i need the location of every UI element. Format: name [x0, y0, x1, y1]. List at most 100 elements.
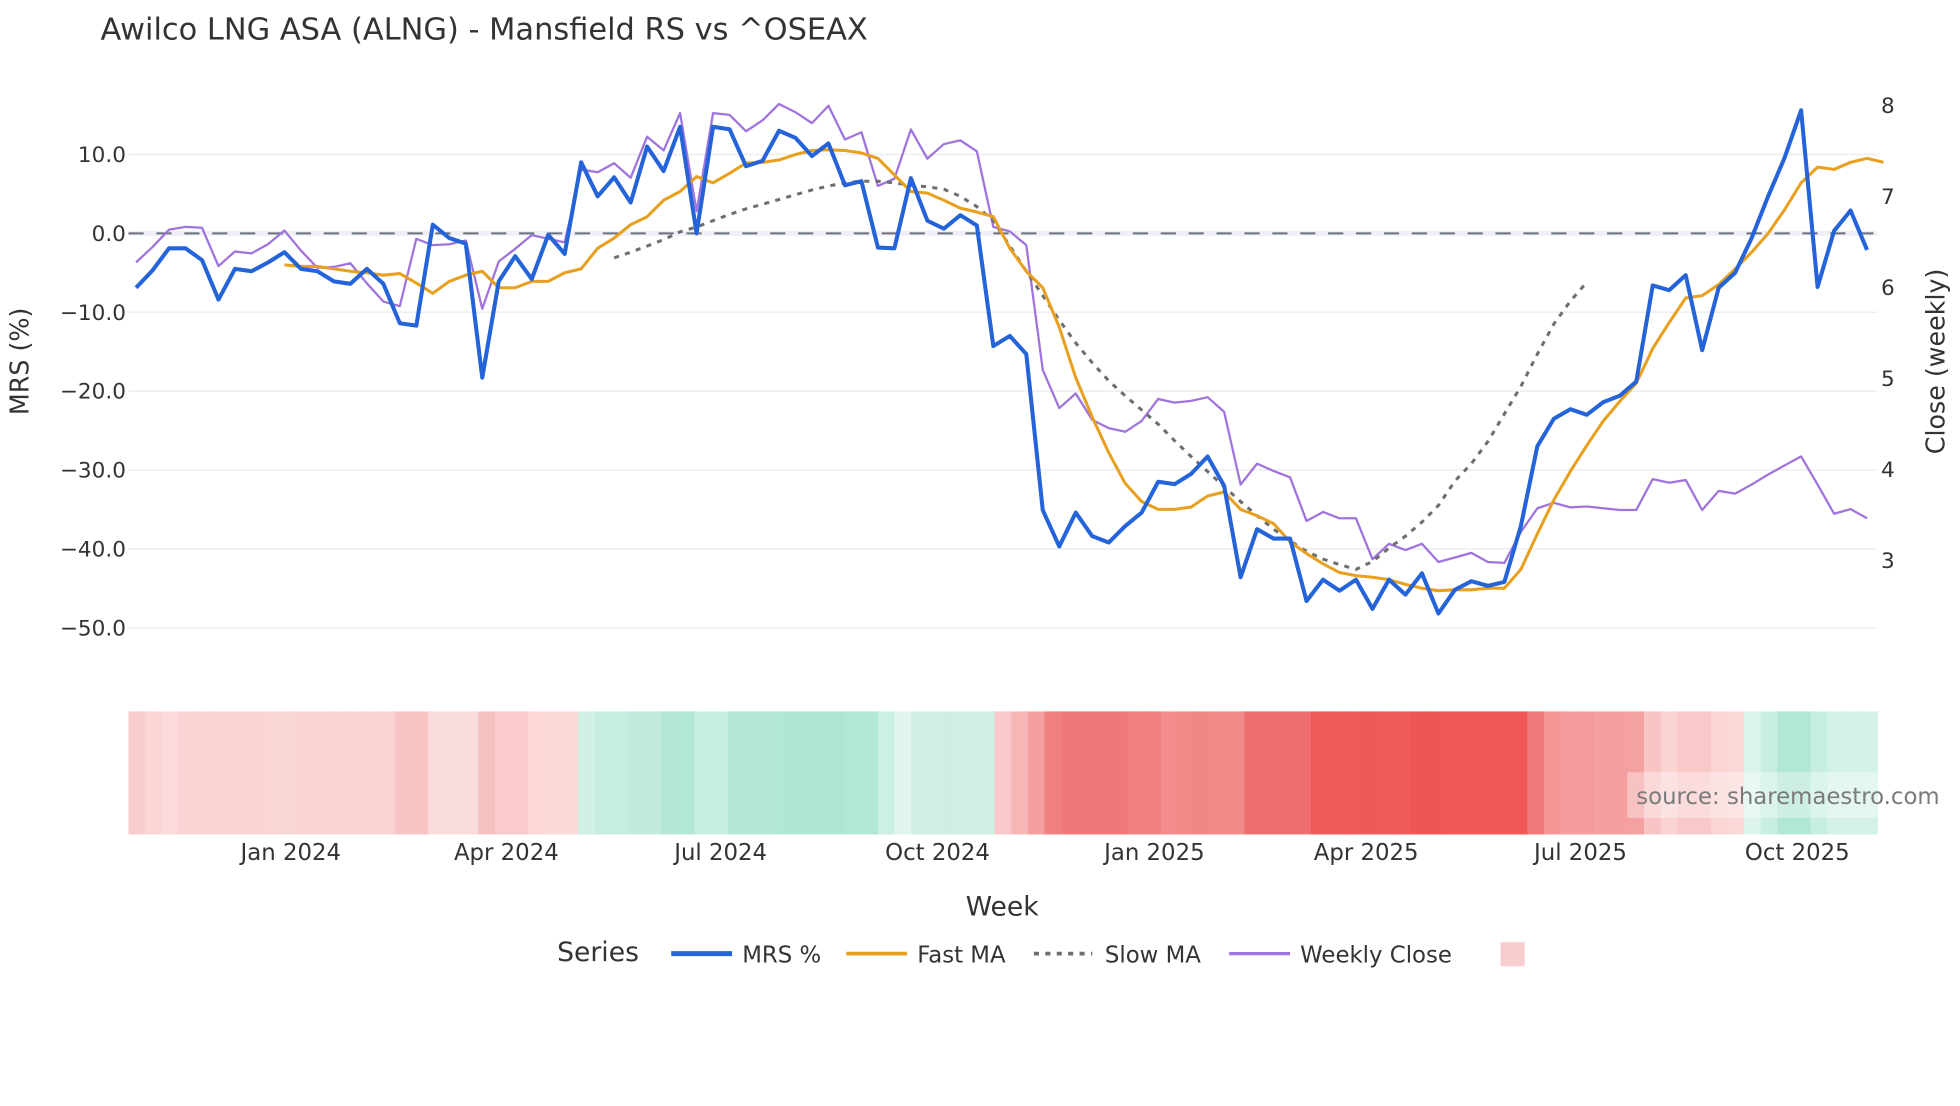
heatmap-cell — [1260, 711, 1279, 835]
heatmap-cell — [1194, 711, 1212, 835]
y-tick-label: −10.0 — [60, 301, 126, 326]
heatmap-cell — [1610, 711, 1629, 835]
heatmap-cell — [1027, 711, 1046, 835]
heatmap-cell — [1444, 711, 1462, 835]
heatmap-cell — [428, 711, 446, 835]
legend-item-heatmap[interactable] — [1500, 942, 1525, 967]
heatmap-cell — [261, 711, 280, 835]
heatmap-cell — [1377, 711, 1395, 835]
heatmap-cell — [361, 711, 380, 835]
y2-tick-label: 7 — [1881, 185, 1895, 210]
heatmap-cell — [1727, 711, 1745, 835]
y-axis-title: MRS (%) — [4, 308, 34, 416]
x-tick-label: Jan 2025 — [1102, 840, 1204, 866]
heatmap-cell — [644, 711, 663, 835]
y-tick-label: −40.0 — [60, 537, 126, 562]
legend-item-weekly-close[interactable]: Weekly Close — [1229, 943, 1452, 969]
source-label-bg — [1627, 772, 1960, 818]
heatmap-cell — [1044, 711, 1062, 835]
gridlines — [128, 153, 1878, 629]
heatmap-cell — [328, 711, 346, 835]
heatmap-cell — [694, 711, 713, 835]
series-line-slow-ma — [613, 179, 1588, 571]
heatmap-cell — [1660, 711, 1679, 835]
heatmap-cell — [1394, 711, 1412, 835]
regime-heatmap — [128, 711, 1878, 835]
y-tick-label: 10.0 — [78, 143, 126, 168]
x-tick-label: Jul 2024 — [672, 840, 767, 866]
heatmap-cell — [544, 711, 563, 835]
legend-item-mrs[interactable]: MRS % — [671, 943, 821, 969]
heatmap-cell — [228, 711, 246, 835]
heatmap-cell — [1793, 711, 1812, 835]
heatmap-cell — [594, 711, 613, 835]
heatmap-cell — [678, 711, 696, 835]
heatmap-cell — [1577, 711, 1595, 835]
heatmap-cell — [1527, 711, 1545, 835]
heatmap-cell — [1460, 711, 1479, 835]
y-axis-ticks: 10.0 0.0 −10.0 −20.0 −30.0 −40.0 −50.0 — [60, 143, 126, 641]
legend-label-weekly-close: Weekly Close — [1300, 943, 1452, 969]
heatmap-cell — [1144, 711, 1162, 835]
heatmap-cell — [1777, 711, 1795, 835]
heatmap-cell — [578, 711, 596, 835]
heatmap-cell — [1810, 711, 1828, 835]
heatmap-cell — [844, 711, 863, 835]
heatmap-cell — [245, 711, 263, 835]
heatmap-cell — [1410, 711, 1429, 835]
heatmap-cell — [1594, 711, 1612, 835]
heatmap-cell — [211, 711, 230, 835]
legend-label-mrs: MRS % — [742, 943, 821, 969]
heatmap-cell — [777, 711, 796, 835]
x-tick-label: Jul 2025 — [1532, 840, 1627, 866]
heatmap-cell — [1544, 711, 1562, 835]
heatmap-cell — [1294, 711, 1312, 835]
heatmap-cell — [344, 711, 363, 835]
legend-item-fast-ma[interactable]: Fast MA — [846, 943, 1006, 969]
heatmap-cell — [1161, 711, 1179, 835]
heatmap-cell — [1427, 711, 1445, 835]
heatmap-cell — [744, 711, 763, 835]
heatmap-cell — [628, 711, 646, 835]
heatmap-cell — [1094, 711, 1112, 835]
heatmap-cell — [977, 711, 996, 835]
heatmap-cell — [1310, 711, 1329, 835]
heatmap-cell — [911, 711, 929, 835]
heatmap-cell — [728, 711, 746, 835]
legend-item-slow-ma[interactable]: Slow MA — [1033, 943, 1201, 969]
heatmap-cell — [794, 711, 813, 835]
heatmap-cell — [761, 711, 779, 835]
heatmap-cell — [1111, 711, 1129, 835]
heatmap-cell — [278, 711, 296, 835]
series-line-fast-ma — [284, 148, 1884, 593]
heatmap-cell — [461, 711, 479, 835]
heatmap-cell — [528, 711, 546, 835]
heatmap-cell — [494, 711, 513, 835]
heatmap-cell — [511, 711, 529, 835]
legend-title: Series — [557, 937, 639, 968]
y-tick-label: 0.0 — [92, 222, 126, 247]
x-tick-label: Apr 2025 — [1314, 840, 1419, 866]
heatmap-cell — [877, 711, 896, 835]
heatmap-cell — [1477, 711, 1495, 835]
heatmap-cell — [1211, 711, 1229, 835]
heatmap-cell — [1560, 711, 1579, 835]
heatmap-cell — [1743, 711, 1762, 835]
heatmap-cell — [294, 711, 313, 835]
y2-axis-title: Close (weekly) — [1920, 269, 1950, 455]
heatmap-cell — [561, 711, 579, 835]
x-tick-label: Oct 2024 — [885, 840, 990, 866]
heatmap-cell — [1693, 711, 1712, 835]
heatmap-cell — [178, 711, 196, 835]
heatmap-cell — [378, 711, 396, 835]
heatmap-cell — [145, 711, 163, 835]
y2-tick-label: 6 — [1881, 276, 1895, 301]
x-axis-title: Week — [966, 892, 1040, 923]
y2-tick-label: 4 — [1881, 458, 1895, 483]
heatmap-cell — [1760, 711, 1779, 835]
y-tick-label: −20.0 — [60, 380, 126, 405]
heatmap-cell — [1827, 711, 1845, 835]
legend-label-fast-ma: Fast MA — [917, 943, 1006, 969]
